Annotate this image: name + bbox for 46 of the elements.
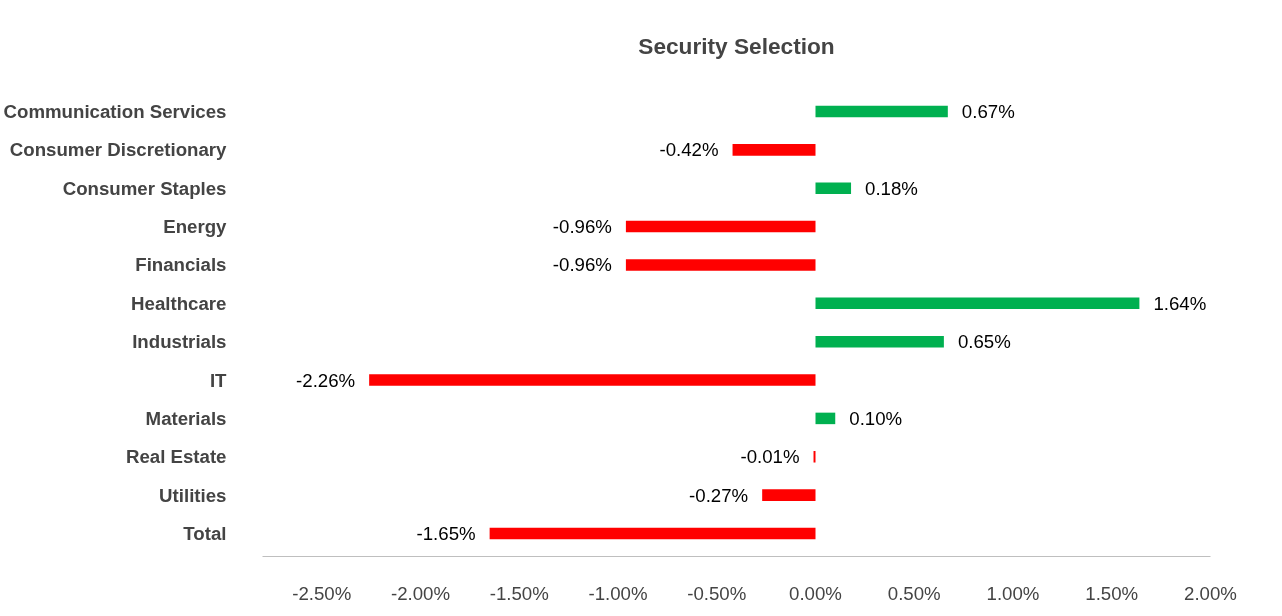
data-label: -0.27%	[689, 484, 749, 506]
data-label: 0.65%	[957, 331, 1011, 353]
y-tick-label: Consumer Staples	[62, 177, 227, 199]
y-tick-label: Healthcare	[131, 292, 227, 314]
chart-title: Security Selection	[638, 32, 835, 59]
data-label: -1.65%	[416, 522, 476, 544]
y-tick-label: Energy	[163, 216, 228, 238]
bar	[815, 297, 1140, 310]
bar	[732, 144, 816, 156]
bar	[815, 335, 944, 348]
x-tick-label: 0.00%	[789, 582, 842, 604]
y-tick-label: Consumer Discretionary	[9, 139, 228, 161]
bar	[815, 182, 852, 194]
x-tick-label: -1.00%	[588, 582, 648, 604]
x-tick-label: -0.50%	[687, 582, 747, 604]
x-tick-label: 2.00%	[1184, 582, 1237, 604]
data-label: 1.64%	[1153, 292, 1207, 314]
x-tick-label: -1.50%	[489, 582, 549, 604]
x-tick-label: 1.00%	[986, 582, 1040, 604]
y-tick-label: Industrials	[132, 331, 227, 353]
bar	[625, 259, 816, 271]
data-label: -0.96%	[552, 216, 612, 238]
data-label: -0.96%	[552, 254, 612, 276]
y-tick-label: Financials	[135, 254, 227, 276]
y-tick-label: Communication Services	[3, 101, 227, 123]
y-tick-label: Real Estate	[125, 446, 227, 468]
data-label: 0.18%	[865, 177, 918, 199]
bar	[625, 220, 816, 233]
bar	[815, 412, 836, 425]
y-tick-label: Total	[183, 522, 227, 544]
data-label: -0.42%	[659, 139, 719, 161]
x-tick-label: -2.00%	[390, 582, 451, 604]
bar	[762, 489, 816, 501]
bar	[815, 105, 948, 118]
bar	[489, 527, 816, 540]
bar	[369, 374, 816, 386]
y-tick-label: IT	[209, 369, 228, 391]
y-tick-label: Utilities	[159, 484, 227, 506]
data-label: 0.67%	[961, 101, 1015, 123]
data-label: 0.10%	[849, 407, 903, 429]
data-label: -0.01%	[740, 446, 800, 468]
x-tick-label: 0.50%	[887, 582, 941, 604]
x-tick-label: -2.50%	[292, 582, 352, 604]
data-label: -2.26%	[296, 369, 356, 391]
y-tick-label: Materials	[145, 407, 227, 429]
x-tick-label: 1.50%	[1085, 582, 1139, 604]
